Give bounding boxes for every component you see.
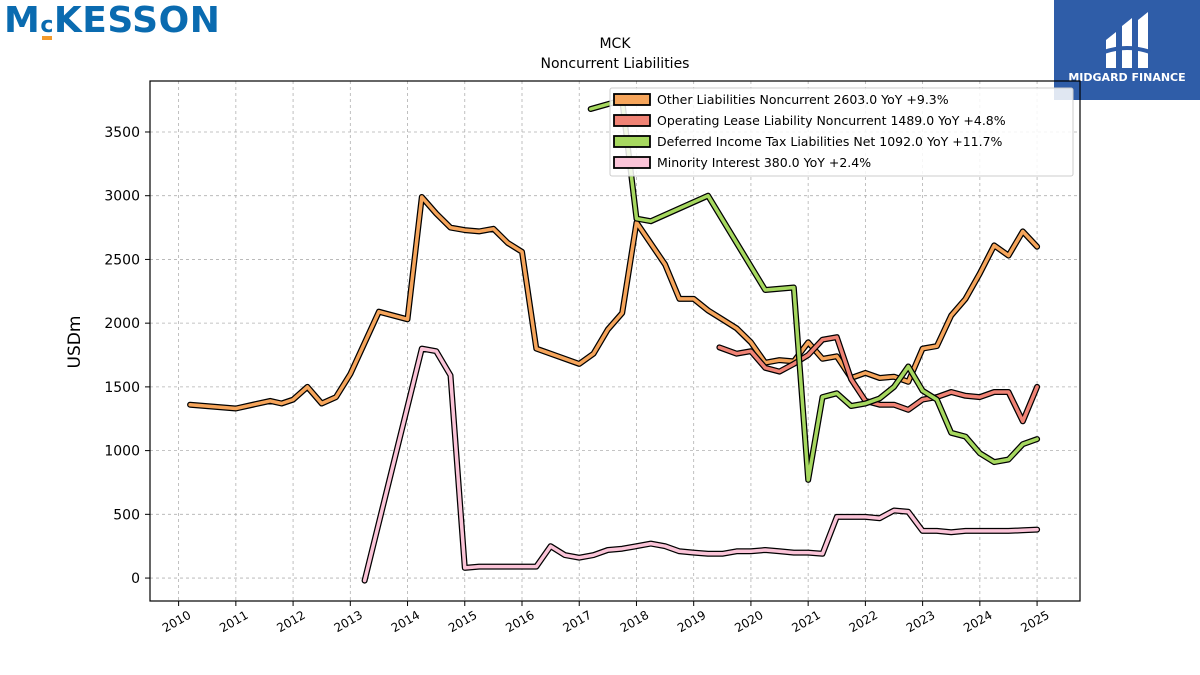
chart-title: MCK [599, 36, 631, 52]
y-tick-label: 2000 [104, 316, 140, 332]
x-tick-label: 2025 [1018, 608, 1051, 635]
x-tick-label: 2024 [961, 608, 994, 635]
y-tick-label: 2500 [104, 252, 140, 268]
series-1 [716, 334, 1041, 425]
series-0 [187, 194, 1041, 412]
legend-entry-0: Other Liabilities Noncurrent 2603.0 YoY … [657, 92, 949, 107]
x-tick-label: 2016 [503, 608, 536, 635]
x-tick-label: 2011 [217, 608, 250, 635]
series-line [188, 195, 1039, 411]
series-line [717, 335, 1039, 424]
y-tick-label: 3500 [104, 125, 140, 141]
x-tick-label: 2012 [274, 608, 307, 635]
legend: Other Liabilities Noncurrent 2603.0 YoY … [609, 87, 1074, 177]
x-tick-label: 2018 [618, 608, 651, 635]
y-tick-label: 1000 [104, 444, 140, 460]
logo-prefix: M [4, 0, 41, 41]
y-tick-label: 1500 [104, 380, 140, 396]
y-axis-label: USDm [65, 316, 85, 369]
x-tick-label: 2022 [847, 608, 880, 635]
logo-rest: KESSON [53, 0, 221, 41]
plot-area-frame [149, 80, 1081, 602]
x-tick-label: 2014 [389, 608, 422, 635]
series-line-outline [361, 345, 1041, 584]
legend-box [609, 87, 1074, 177]
x-tick-label: 2019 [675, 608, 708, 635]
logo-mc: c [40, 13, 54, 40]
legend-swatch-2 [613, 135, 651, 148]
midgard-finance-badge: MIDGARD FINANCE [1054, 0, 1200, 100]
midgard-logo-icon [1103, 12, 1151, 68]
x-tick-label: 2020 [732, 608, 765, 635]
x-tick-label: 2010 [160, 608, 193, 635]
series-line [362, 346, 1039, 583]
y-tick-label: 500 [113, 507, 140, 523]
legend-entry-2: Deferred Income Tax Liabilities Net 1092… [657, 134, 1003, 149]
x-tick-label: 2015 [446, 608, 479, 635]
badge-text: MIDGARD FINANCE [1068, 71, 1186, 84]
chart-subtitle: Noncurrent Liabilities [541, 56, 690, 72]
x-tick-label: 2021 [789, 608, 822, 635]
legend-swatch-0 [613, 93, 651, 106]
legend-swatch-3 [613, 156, 651, 169]
y-tick-label: 3000 [104, 189, 140, 205]
legend-entry-1: Operating Lease Liability Noncurrent 148… [657, 113, 1006, 128]
y-tick-label: 0 [131, 571, 140, 587]
x-tick-label: 2023 [904, 608, 937, 635]
series-3 [361, 345, 1041, 584]
mckesson-logo: McKESSON [4, 0, 220, 41]
series-2 [587, 97, 1041, 483]
series-lines [187, 97, 1041, 584]
x-tick-label: 2017 [561, 608, 594, 635]
legend-swatch-1 [613, 114, 651, 127]
legend-entry-3: Minority Interest 380.0 YoY +2.4% [657, 155, 871, 170]
x-tick-label: 2013 [332, 608, 365, 635]
series-line [588, 98, 1039, 482]
